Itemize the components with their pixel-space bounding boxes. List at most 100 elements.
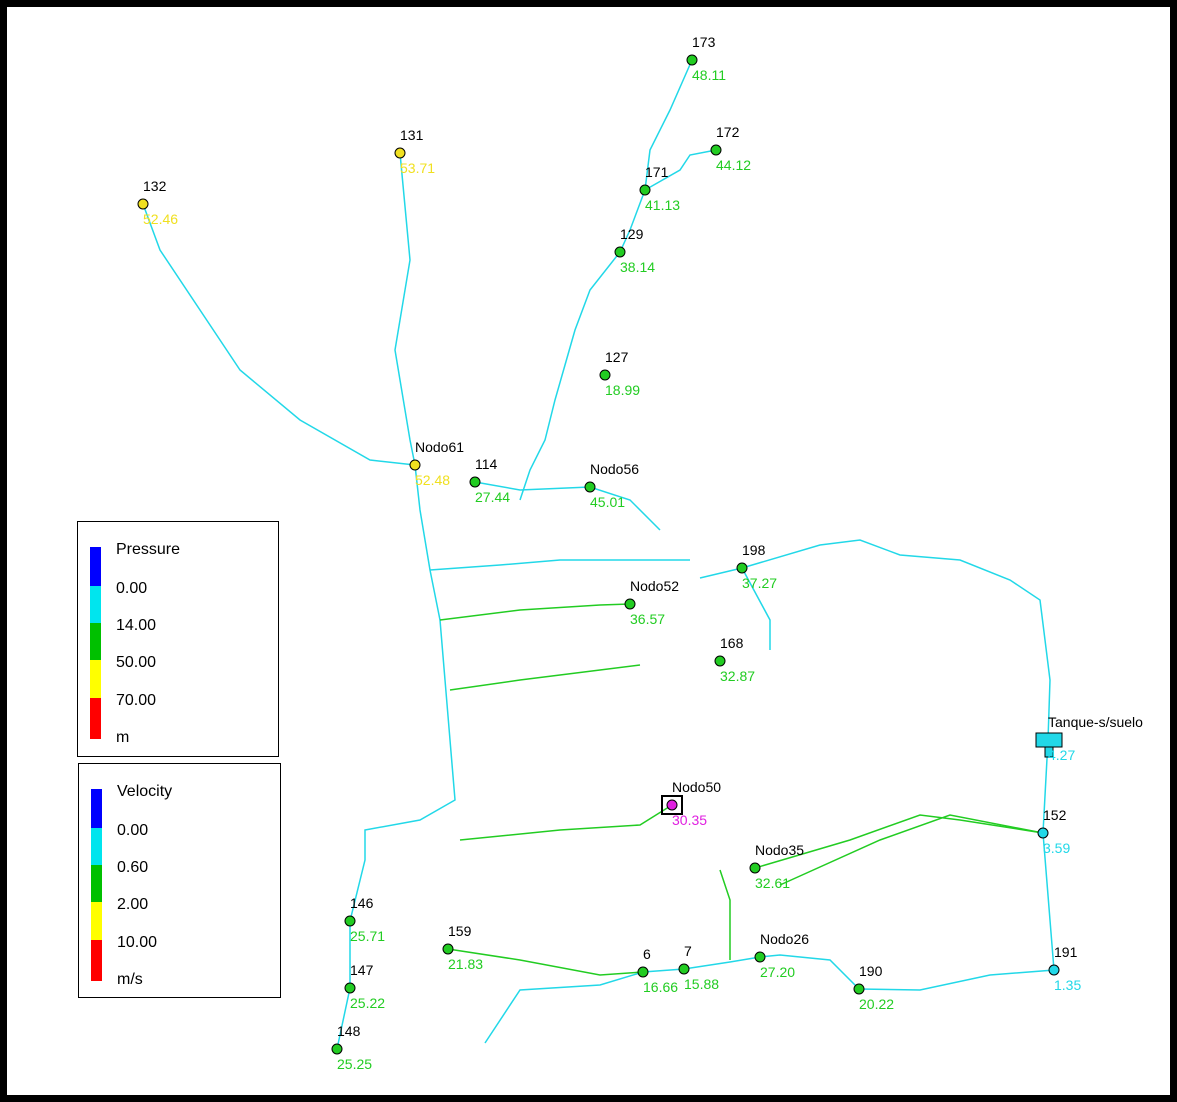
node <box>686 54 698 66</box>
node-id: 198 <box>742 542 766 558</box>
node-id: 152 <box>1043 807 1067 823</box>
legend-label: 0.60 <box>117 859 148 876</box>
velocity-legend: Velocity 0.00 0.60 2.00 10.00 m/s <box>78 763 281 998</box>
node-id: Nodo56 <box>590 461 639 477</box>
node-id: Nodo26 <box>760 931 809 947</box>
node-value: 20.22 <box>859 996 894 1012</box>
node <box>624 598 636 610</box>
node <box>714 655 726 667</box>
node-value: 4.27 <box>1048 747 1075 763</box>
node-value: 32.61 <box>755 875 790 891</box>
node <box>584 481 596 493</box>
node-id: 168 <box>720 635 744 651</box>
node-id: 114 <box>475 456 498 472</box>
node <box>710 144 722 156</box>
node <box>614 246 626 258</box>
node <box>639 184 651 196</box>
node-id: 191 <box>1054 944 1078 960</box>
node <box>1037 827 1049 839</box>
node-value: 27.20 <box>760 964 795 980</box>
node-id: 147 <box>350 962 374 978</box>
node-id: Tanque-s/suelo <box>1048 714 1143 730</box>
legend-swatch <box>90 698 101 739</box>
green-pipes <box>439 603 1044 976</box>
node-value: 37.27 <box>742 575 777 591</box>
legend-swatch <box>91 940 102 981</box>
legend-title: Pressure <box>116 541 180 558</box>
legend-swatch <box>91 828 102 869</box>
node <box>599 369 611 381</box>
node-id: Nodo52 <box>630 578 679 594</box>
node-value: 41.13 <box>645 197 680 213</box>
node <box>853 983 865 995</box>
legend-title: Velocity <box>117 783 172 800</box>
node-id: Nodo61 <box>415 439 464 455</box>
legend-svg: Pressure 0.00 14.00 50.00 70.00 m <box>90 541 180 746</box>
node-value: 3.59 <box>1043 840 1070 856</box>
node <box>637 966 649 978</box>
node-id: 171 <box>645 164 669 180</box>
legend-swatch <box>90 623 101 664</box>
legend-label: 0.00 <box>116 580 147 597</box>
node-value: 30.35 <box>672 812 707 828</box>
node-value: 25.71 <box>350 928 385 944</box>
node <box>344 982 356 994</box>
legend-svg: Velocity 0.00 0.60 2.00 10.00 m/s <box>91 783 172 988</box>
node <box>736 562 748 574</box>
tank-icon <box>1035 732 1063 758</box>
node-value: 45.01 <box>590 494 625 510</box>
legend-unit: m <box>116 729 129 746</box>
legend-label: 10.00 <box>117 934 157 951</box>
node-id: 173 <box>692 34 716 50</box>
node <box>754 951 766 963</box>
node-value: 25.25 <box>337 1056 372 1072</box>
legend-label: 50.00 <box>116 654 156 671</box>
legend-label: 0.00 <box>117 822 148 839</box>
node <box>666 799 678 811</box>
legend-swatch <box>91 865 102 906</box>
pipes <box>142 59 1055 1050</box>
node <box>678 963 690 975</box>
node-id: 127 <box>605 349 629 365</box>
node-id: Nodo50 <box>672 779 721 795</box>
node <box>469 476 481 488</box>
node-id: 172 <box>716 124 740 140</box>
node-value: 1.35 <box>1054 977 1081 993</box>
node-id: 132 <box>143 178 167 194</box>
node <box>749 862 761 874</box>
legend-swatch <box>91 902 102 944</box>
legend-label: 70.00 <box>116 692 156 709</box>
node-id: 148 <box>337 1023 361 1039</box>
legend-swatch <box>90 660 101 702</box>
legend-label: 14.00 <box>116 617 156 634</box>
node <box>394 147 406 159</box>
node-value: 52.48 <box>415 472 450 488</box>
node <box>137 198 149 210</box>
node-id: 190 <box>859 963 883 979</box>
node-value: 52.46 <box>143 211 178 227</box>
node-id: 129 <box>620 226 644 242</box>
node-id: 7 <box>684 943 692 959</box>
legend-label: 2.00 <box>117 896 148 913</box>
node-value: 53.71 <box>400 160 435 176</box>
node-value: 27.44 <box>475 489 510 505</box>
node-value: 16.66 <box>643 979 678 995</box>
node-id: 159 <box>448 923 472 939</box>
node-value: 32.87 <box>720 668 755 684</box>
node-value: 48.11 <box>692 67 726 83</box>
node-value: 36.57 <box>630 611 665 627</box>
legend-swatch <box>91 789 102 832</box>
node-id: Nodo35 <box>755 842 804 858</box>
node-id: 131 <box>400 127 424 143</box>
node-value: 21.83 <box>448 956 483 972</box>
legend-swatch <box>90 547 101 590</box>
node <box>1048 964 1060 976</box>
legend-unit: m/s <box>117 971 143 988</box>
node <box>344 915 356 927</box>
node-value: 38.14 <box>620 259 655 275</box>
pressure-legend: Pressure 0.00 14.00 50.00 70.00 m <box>77 521 279 757</box>
node-value: 18.99 <box>605 382 640 398</box>
